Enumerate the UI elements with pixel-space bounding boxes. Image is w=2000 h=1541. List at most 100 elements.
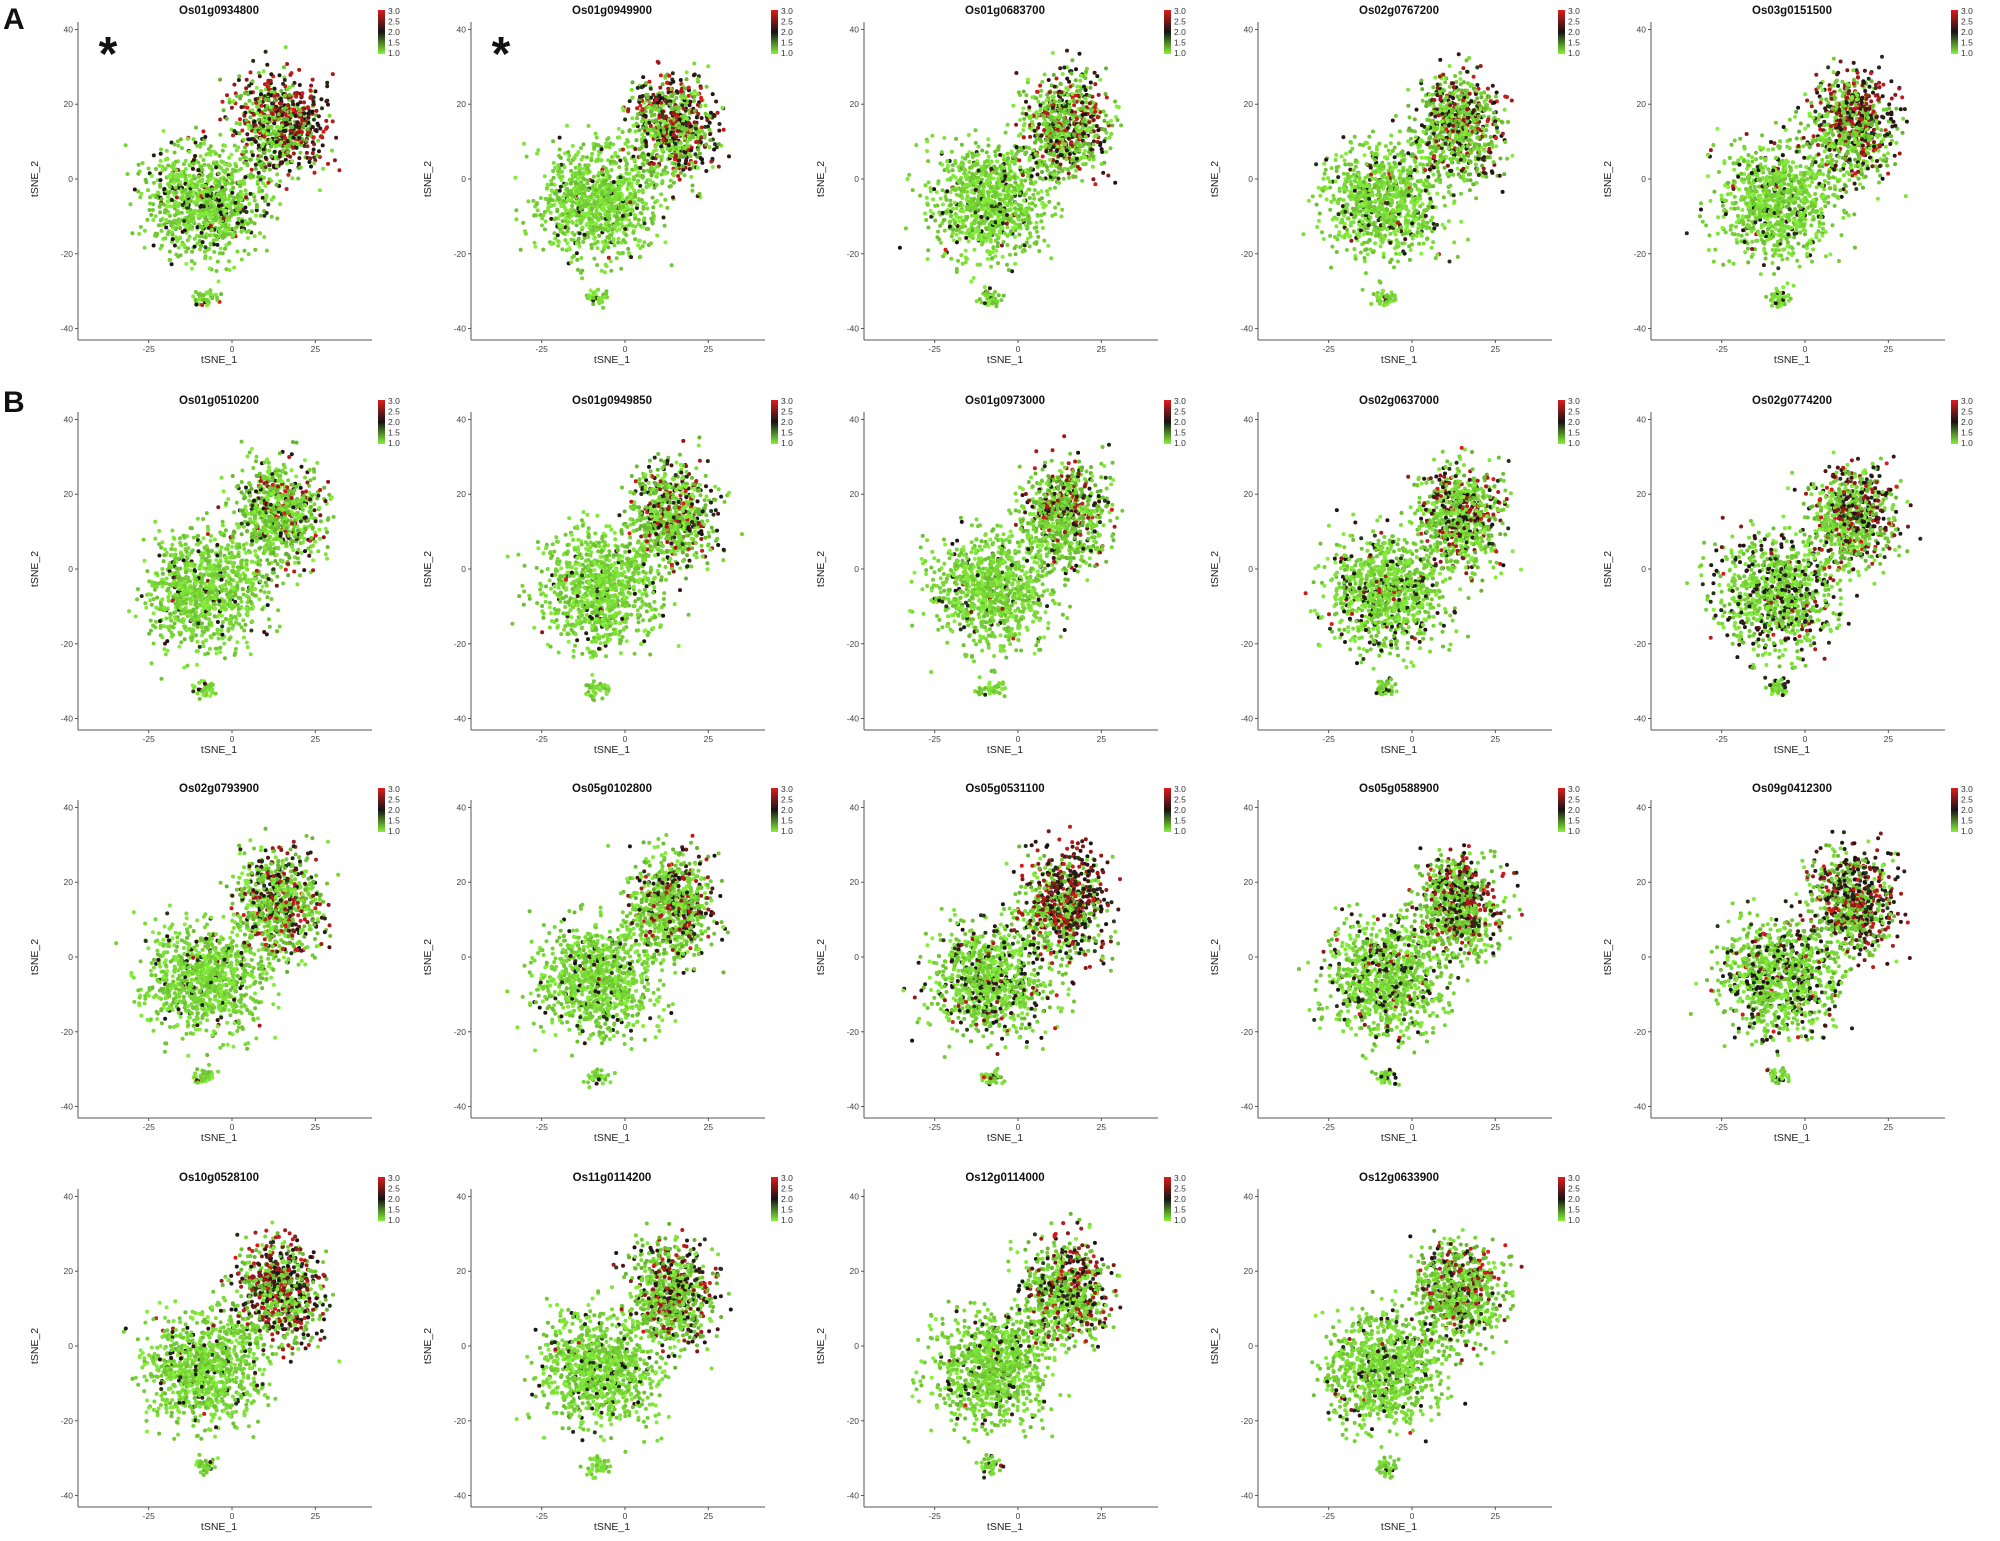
point: [565, 187, 569, 191]
point: [587, 124, 591, 128]
point: [626, 140, 630, 144]
point: [298, 151, 302, 155]
point: [658, 86, 662, 90]
point: [627, 151, 631, 155]
point: [626, 107, 630, 111]
y-axis-label: tSNE_2: [29, 161, 41, 197]
point: [611, 239, 615, 243]
point: [627, 218, 631, 222]
point: [633, 217, 637, 221]
point: [664, 125, 668, 129]
point: [513, 176, 517, 180]
point: [563, 165, 567, 169]
point: [262, 169, 266, 173]
point: [198, 247, 202, 251]
point: [157, 223, 161, 227]
point: [609, 259, 613, 263]
point: [610, 201, 614, 205]
point: [641, 244, 645, 248]
point: [159, 247, 163, 251]
point: [610, 195, 614, 199]
point: [184, 250, 188, 254]
point: [219, 166, 223, 170]
point: [201, 168, 205, 172]
point: [293, 141, 297, 145]
point: [696, 103, 700, 107]
point: [176, 144, 180, 148]
point: [223, 162, 227, 166]
point: [560, 178, 564, 182]
point: [591, 291, 595, 295]
point: [192, 158, 196, 162]
point: [543, 227, 547, 231]
point: [613, 151, 617, 155]
point: [254, 123, 258, 127]
point: [215, 269, 219, 273]
point: [594, 132, 598, 136]
point: [617, 127, 621, 131]
point: [231, 99, 235, 103]
point: [646, 132, 650, 136]
point: [727, 154, 731, 158]
point: [600, 191, 604, 195]
point: [254, 214, 258, 218]
point: [246, 123, 250, 127]
point: [640, 95, 644, 99]
point: [210, 296, 214, 300]
point: [158, 164, 162, 168]
point: [261, 124, 265, 128]
point: [682, 137, 686, 141]
point: [672, 111, 676, 115]
point: [670, 263, 674, 267]
panel-label-a: A: [3, 3, 25, 36]
point: [650, 220, 654, 224]
point: [576, 268, 580, 272]
point: [716, 111, 720, 115]
point: [559, 224, 563, 228]
point: [275, 164, 279, 168]
point: [205, 298, 209, 302]
point: [253, 234, 257, 238]
point: [546, 207, 550, 211]
point: [281, 107, 285, 111]
point: [249, 91, 253, 95]
point: [184, 262, 188, 266]
point: [638, 166, 642, 170]
point: [580, 158, 584, 162]
point: [321, 143, 325, 147]
point: [536, 208, 540, 212]
point: [718, 122, 722, 126]
point: [633, 213, 637, 217]
point: [259, 154, 263, 158]
point: [227, 223, 231, 227]
point: [160, 197, 164, 201]
point: [714, 100, 718, 104]
point: [198, 208, 202, 212]
point: [687, 86, 691, 90]
point: [646, 227, 650, 231]
point: [306, 127, 310, 131]
point: [145, 218, 149, 222]
point: [651, 205, 655, 209]
point: [633, 191, 637, 195]
point: [285, 161, 289, 165]
point: [194, 303, 198, 307]
point: [608, 190, 612, 194]
point: [271, 112, 275, 116]
point: [633, 158, 637, 162]
point: [679, 78, 683, 82]
point: [532, 214, 536, 218]
colorbar: [771, 10, 778, 54]
point: [540, 223, 544, 227]
point: [685, 144, 689, 148]
point: [180, 211, 184, 215]
point: [618, 175, 622, 179]
point: [708, 145, 712, 149]
point: [269, 154, 273, 158]
point: [652, 169, 656, 173]
point: [273, 150, 277, 154]
point: [595, 263, 599, 267]
point: [209, 204, 213, 208]
point: [689, 124, 693, 128]
point: [587, 210, 591, 214]
